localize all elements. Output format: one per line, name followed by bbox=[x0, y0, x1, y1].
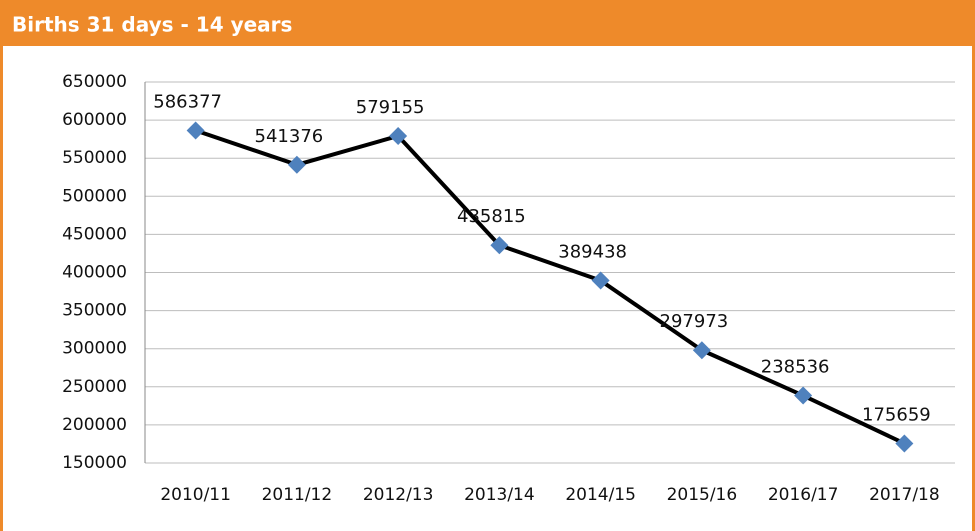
data-label: 389438 bbox=[558, 242, 627, 263]
y-tick-label: 300000 bbox=[62, 339, 127, 359]
y-tick-label: 650000 bbox=[62, 72, 127, 92]
x-tick-label: 2016/17 bbox=[768, 485, 839, 505]
y-tick-label: 600000 bbox=[62, 110, 127, 130]
marker bbox=[389, 126, 408, 145]
y-tick-label: 250000 bbox=[62, 377, 127, 397]
data-label: 297973 bbox=[660, 311, 729, 332]
data-label: 175659 bbox=[862, 404, 931, 425]
chart-title: Births 31 days - 14 years bbox=[12, 13, 292, 37]
x-tick-label: 2010/11 bbox=[160, 485, 231, 505]
header-bar bbox=[0, 0, 975, 46]
data-label: 586377 bbox=[153, 91, 222, 112]
y-tick-label: 150000 bbox=[62, 453, 127, 473]
data-label: 435815 bbox=[457, 206, 526, 227]
data-label: 579155 bbox=[356, 97, 425, 118]
marker bbox=[794, 386, 813, 405]
x-tick-label: 2011/12 bbox=[262, 485, 333, 505]
marker bbox=[895, 434, 914, 453]
x-tick-label: 2017/18 bbox=[869, 485, 940, 505]
y-tick-label: 500000 bbox=[62, 186, 127, 206]
marker bbox=[287, 155, 306, 174]
marker bbox=[186, 121, 205, 140]
y-tick-label: 550000 bbox=[62, 148, 127, 168]
x-tick-label: 2014/15 bbox=[565, 485, 636, 505]
y-tick-label: 200000 bbox=[62, 415, 127, 435]
y-tick-label: 350000 bbox=[62, 301, 127, 321]
data-label: 541376 bbox=[255, 126, 324, 147]
marker bbox=[692, 341, 711, 360]
y-tick-label: 400000 bbox=[62, 263, 127, 283]
x-tick-label: 2013/14 bbox=[464, 485, 535, 505]
x-tick-label: 2012/13 bbox=[363, 485, 434, 505]
x-tick-label: 2015/16 bbox=[667, 485, 738, 505]
data-label: 238536 bbox=[761, 357, 830, 378]
line bbox=[194, 128, 906, 446]
marker bbox=[591, 271, 610, 290]
y-tick-label: 450000 bbox=[62, 224, 127, 244]
marker bbox=[490, 236, 509, 255]
